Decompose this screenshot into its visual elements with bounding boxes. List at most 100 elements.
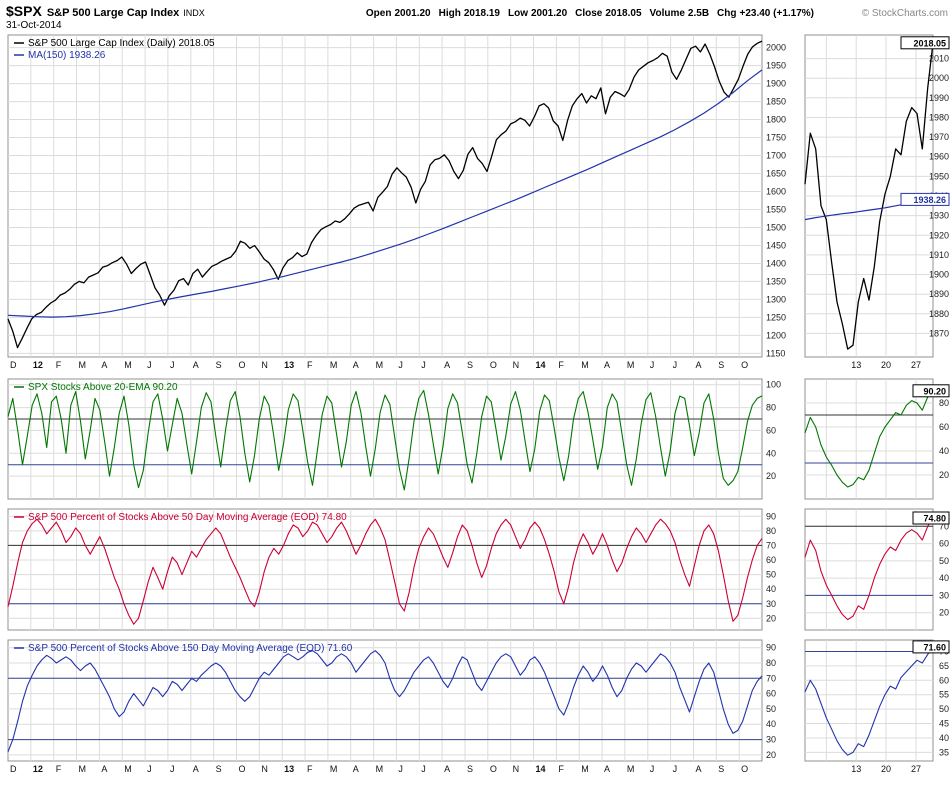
y-axis-tick-label: 1910 — [929, 250, 949, 260]
x-axis-month-label: A — [695, 764, 702, 774]
price-label-box — [912, 511, 950, 525]
panel-legend: S&P 500 Percent of Stocks Above 50 Day M… — [28, 512, 347, 523]
x-axis-month-label: M — [626, 360, 635, 370]
quote-close: Close 2018.05 — [575, 8, 642, 19]
y-axis-tick-label: 1150 — [766, 348, 785, 358]
x-axis-month-label: J — [672, 360, 678, 370]
y-axis-tick-label: 1500 — [766, 223, 786, 233]
price-label-box — [912, 640, 950, 654]
x-axis-month-label: O — [489, 764, 497, 774]
x-axis-month-label: D — [10, 360, 17, 370]
x-axis-month-label: M — [375, 360, 384, 370]
y-axis-tick-label: 2000 — [766, 43, 786, 53]
y-axis-tick-label: 30 — [766, 599, 776, 609]
x-axis-month-label: 12 — [32, 764, 43, 774]
x-axis-month-label: O — [238, 360, 246, 370]
price-label: 2018.05 — [913, 38, 946, 48]
chart-header: $SPX S&P 500 Large Cap Index INDX Open 20… — [0, 0, 950, 32]
y-axis-tick-label: 1900 — [766, 79, 786, 89]
y-axis-tick-label: 1350 — [766, 276, 786, 286]
x-axis-month-label: M — [581, 360, 589, 370]
y-axis-tick-label: 40 — [766, 584, 776, 594]
x-axis-month-label: A — [695, 360, 702, 370]
y-axis-tick-label: 1980 — [929, 113, 949, 123]
x-axis-month-label: 14 — [535, 360, 546, 370]
y-axis-tick-label: 60 — [939, 422, 949, 432]
x-axis-labels-bottom: D 12 F M A M J J A S O N 13 F M A M J J A S O N 14 F M A M J J A S O 13 20… — [0, 764, 950, 778]
price-label: 1938.26 — [913, 195, 946, 205]
y-axis-tick-label: 20 — [939, 608, 949, 618]
y-axis-tick-label: 40 — [939, 573, 949, 583]
copyright: © StockCharts.com — [861, 8, 948, 19]
x-axis-month-label: J — [421, 360, 426, 370]
y-axis-tick-label: 50 — [939, 704, 949, 714]
y-axis-tick-label: 20 — [939, 470, 949, 480]
y-axis-tick-label: 40 — [939, 446, 949, 456]
y-axis-tick-label: 1930 — [929, 211, 949, 221]
series-ma150 — [7, 69, 763, 318]
y-axis-tick-label: 60 — [939, 675, 949, 685]
y-axis-tick-label: 30 — [766, 735, 776, 745]
x-axis-month-label: F — [558, 360, 564, 370]
price-label: 90.20 — [923, 386, 946, 396]
y-axis-tick-label: 1800 — [766, 115, 786, 125]
quote-chg: Chg +23.40 (+1.17%) — [717, 8, 814, 19]
x-axis-month-label: M — [626, 764, 635, 774]
mini-x-axis-label: 20 — [881, 360, 892, 370]
y-axis-tick-label: 1300 — [766, 294, 786, 304]
series-pct20 — [7, 389, 763, 491]
y-axis-tick-label: 1920 — [929, 230, 949, 240]
x-axis-month-label: J — [672, 764, 678, 774]
plot-area — [7, 378, 763, 500]
x-axis-month-label: M — [124, 764, 132, 774]
x-axis-month-label: F — [558, 764, 564, 774]
x-axis-month-label: M — [78, 360, 87, 370]
x-axis-month-label: O — [741, 764, 749, 774]
price-label-box — [912, 384, 950, 398]
x-axis-month-label: M — [581, 764, 589, 774]
plot-area — [804, 639, 934, 762]
plot-area — [7, 639, 763, 762]
y-axis-tick-label: 2010 — [929, 54, 949, 64]
y-axis-tick-label: 1400 — [766, 259, 786, 269]
quote-open: Open 2001.20 — [365, 8, 431, 19]
x-axis-month-label: F — [307, 764, 313, 774]
x-axis-month-label: N — [261, 360, 268, 370]
quote-volume: Volume 2.5B — [649, 8, 710, 19]
x-axis-month-label: O — [238, 764, 246, 774]
y-axis-tick-label: 2000 — [929, 73, 949, 83]
x-axis-month-label: A — [192, 360, 199, 370]
x-axis-month-label: S — [215, 764, 222, 774]
x-axis-month-label: J — [398, 764, 403, 774]
x-axis-month-label: D — [10, 764, 17, 774]
y-axis-tick-label: 1200 — [766, 330, 786, 340]
y-axis-tick-label: 20 — [766, 613, 776, 623]
y-axis-tick-label: 1870 — [929, 328, 949, 338]
symbol: $SPX — [6, 3, 42, 19]
y-axis-tick-label: 45 — [939, 719, 949, 729]
y-axis-tick-label: 1990 — [929, 93, 949, 103]
y-axis-tick-label: 1700 — [766, 151, 786, 161]
y-axis-tick-label: 80 — [766, 526, 776, 536]
x-axis-month-label: J — [147, 360, 152, 370]
y-axis-tick-label: 60 — [766, 689, 776, 699]
y-axis-tick-label: 60 — [766, 425, 776, 435]
y-axis-tick-label: 1750 — [766, 133, 786, 143]
mini-x-axis-label: 13 — [851, 360, 862, 370]
mini-x-axis-label: 27 — [910, 360, 921, 370]
exchange: INDX — [183, 8, 205, 18]
y-axis-tick-label: 35 — [939, 747, 949, 757]
y-axis-tick-label: 30 — [939, 590, 949, 600]
panel-legend: S&P 500 Large Cap Index (Daily) 2018.05 — [28, 38, 215, 49]
y-axis-tick-label: 80 — [939, 398, 949, 408]
x-axis-month-label: A — [352, 360, 359, 370]
x-axis-month-label: J — [398, 360, 403, 370]
y-axis-tick-label: 1650 — [766, 169, 786, 179]
x-axis-month-label: O — [489, 360, 497, 370]
y-axis-tick-label: 60 — [766, 555, 776, 565]
x-axis-month-label: S — [215, 360, 222, 370]
x-axis-month-label: M — [78, 764, 87, 774]
x-axis-month-label: S — [466, 360, 473, 370]
x-axis-month-label: S — [466, 764, 473, 774]
y-axis-tick-label: 1850 — [766, 97, 786, 107]
